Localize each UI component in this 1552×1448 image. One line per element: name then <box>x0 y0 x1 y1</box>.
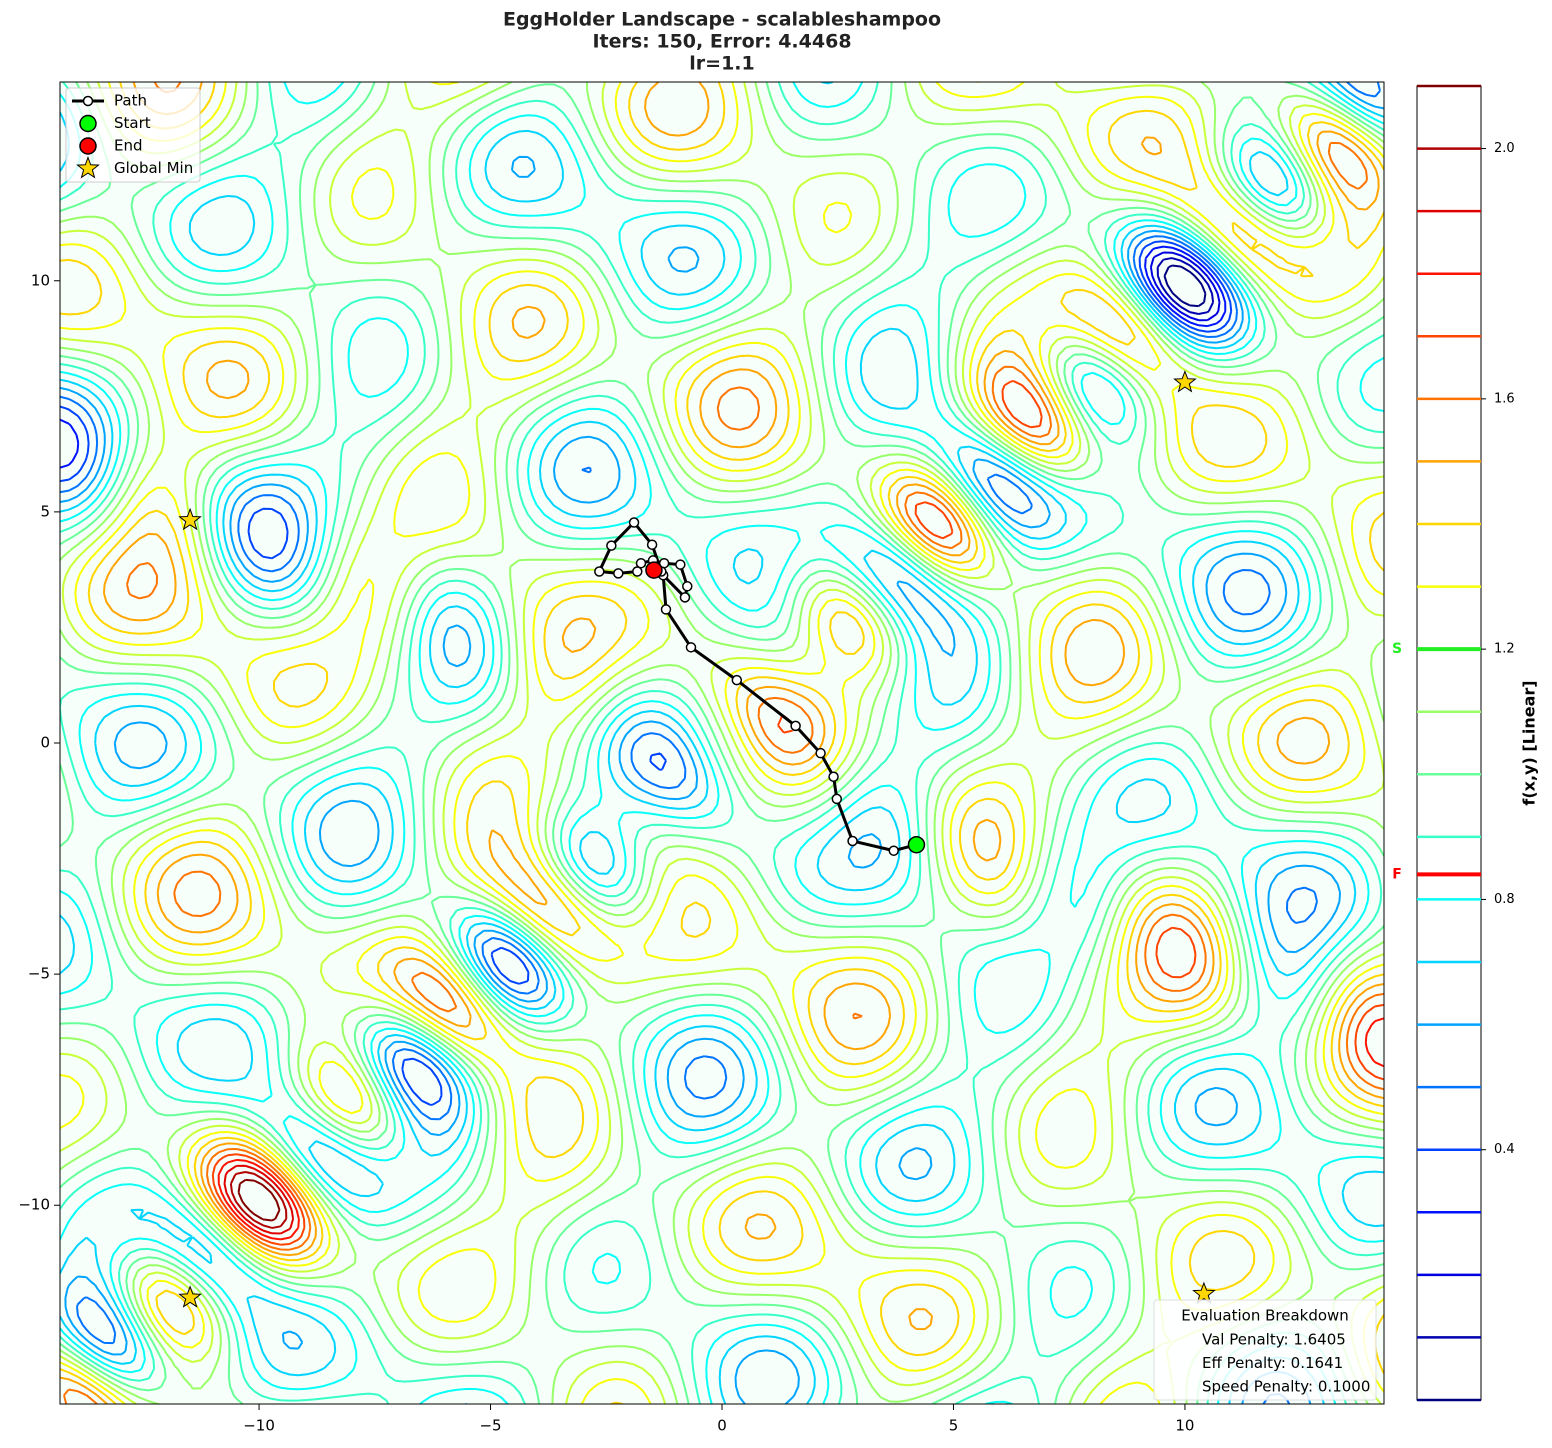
contour-line <box>60 82 1384 1404</box>
chart-title: lr=1.1 <box>689 53 754 75</box>
y-tick-label: 10 <box>31 271 50 289</box>
x-tick-label: 10 <box>1175 1417 1194 1435</box>
colorbar-tick-label: 2.0 <box>1494 141 1515 156</box>
legend-label: End <box>114 137 143 155</box>
y-tick-label: 0 <box>40 734 50 752</box>
evaluation-line: Eff Penalty: 0.1641 <box>1202 1354 1343 1372</box>
chart-title: EggHolder Landscape - scalableshampoo <box>503 9 941 31</box>
evaluation-box: Evaluation Breakdown Val Penalty: 1.6405 E… <box>1153 1299 1377 1401</box>
x-tick-label: −5 <box>479 1417 501 1435</box>
path-point <box>685 642 697 653</box>
path-point <box>632 566 643 577</box>
path-point <box>731 674 743 686</box>
global-min-marker <box>1173 370 1197 393</box>
path-point <box>646 539 658 550</box>
contour-line <box>60 82 1384 1404</box>
path-point <box>682 581 693 592</box>
start-marker <box>907 835 926 854</box>
colorbar-tick-label: 0.8 <box>1494 892 1515 907</box>
contour-line <box>60 82 1384 1404</box>
global-min-marker <box>1192 1281 1216 1305</box>
legend: Path Start End Global Min <box>65 87 201 183</box>
legend-label: Start <box>114 114 151 132</box>
colorbar-tick-label: 0.4 <box>1494 1142 1515 1157</box>
evaluation-line: Speed Penalty: 0.1000 <box>1202 1378 1370 1396</box>
contour-line <box>1156 257 1215 315</box>
contour-line <box>60 82 1384 1404</box>
contour-line <box>60 245 1227 469</box>
contour-line <box>60 82 1384 1404</box>
contour-line <box>60 82 1384 1404</box>
contour-line <box>63 82 1384 1404</box>
contour-line <box>60 82 1384 1404</box>
y-tick-label: −5 <box>28 965 50 983</box>
global-min-marker <box>178 507 202 531</box>
contours <box>60 82 1384 1404</box>
legend-marker <box>79 114 97 133</box>
colorbar-frame <box>1416 85 1482 1401</box>
x-tick-label: −10 <box>243 1417 275 1435</box>
path-point <box>628 517 640 528</box>
colorbar-marker-label: S <box>1392 641 1402 657</box>
global-min-marker <box>178 1285 202 1308</box>
evaluation-line: Val Penalty: 1.6405 <box>1202 1331 1346 1349</box>
path-point <box>613 568 624 579</box>
legend-label: Path <box>114 92 147 110</box>
x-tick-label: 5 <box>949 1417 959 1435</box>
path-point <box>888 845 899 856</box>
legend-label: Global Min <box>114 159 193 177</box>
path-point <box>660 604 672 615</box>
legend-box <box>65 87 201 183</box>
plot-background <box>60 82 1384 1404</box>
colorbar-tick-label: 1.2 <box>1494 642 1515 657</box>
legend-point <box>82 95 94 107</box>
contour-line <box>60 82 1384 1404</box>
colorbar-tick-label: 1.6 <box>1494 391 1515 406</box>
contour-line <box>60 240 1233 1107</box>
path-point <box>606 540 617 551</box>
colorbar: S F 0.4 0.8 1.2 1.6 2.0 f(x,y) [Linear] <box>1392 84 1539 1402</box>
evaluation-title: Evaluation Breakdown <box>1181 1307 1349 1325</box>
chart-title: Iters: 150, Error: 4.4468 <box>592 31 851 53</box>
end-marker <box>645 561 663 579</box>
x-tick-label: 0 <box>717 1417 727 1435</box>
path-point <box>679 592 691 603</box>
y-tick-label: −10 <box>18 1196 50 1214</box>
path-point <box>828 771 839 782</box>
legend-marker <box>79 137 97 155</box>
contour-line <box>60 82 1384 1404</box>
path-point <box>594 566 605 577</box>
contour-line <box>1149 251 1221 322</box>
overlay <box>178 370 1216 1308</box>
path-point <box>815 747 826 759</box>
colorbar-marker-label: F <box>1392 866 1402 882</box>
path-point <box>635 557 647 569</box>
evaluation-box-bg <box>1153 1299 1377 1401</box>
contour-line <box>237 1178 281 1222</box>
contour-line <box>229 1171 288 1229</box>
contour-line <box>60 82 1384 1404</box>
path-point <box>675 559 686 570</box>
path-point <box>790 720 801 732</box>
y-tick-label: 5 <box>40 502 50 520</box>
colorbar-label: f(x,y) [Linear] <box>1520 680 1539 805</box>
contour-line <box>1163 264 1207 308</box>
contour-line <box>223 1164 295 1235</box>
path-point <box>831 793 843 805</box>
legend-marker <box>76 156 100 179</box>
contour-line <box>217 1017 1384 1241</box>
path-point <box>847 835 858 847</box>
